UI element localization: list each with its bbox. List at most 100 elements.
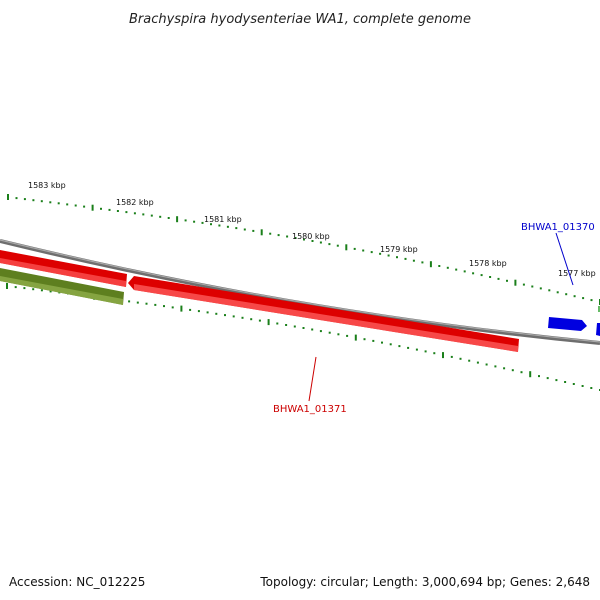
outer-ring-tick [201, 221, 204, 224]
inner-ring-tick [258, 319, 261, 322]
outer-ring-tick [218, 224, 221, 227]
outer-ring-tick [184, 219, 187, 222]
inner-ring-tick [555, 379, 558, 382]
outer-ring-tick [66, 203, 69, 206]
inner-ring-tick [23, 287, 26, 290]
inner-ring-tick [476, 361, 479, 364]
outer-ring-tick [260, 229, 263, 236]
inner-ring-tick [276, 322, 279, 325]
inner-ring-tick [372, 339, 375, 342]
outer-ring-tick [100, 207, 102, 210]
outer-ring-tick [370, 251, 373, 254]
outer-ring-tick [150, 214, 153, 217]
outer-ring-tick [362, 249, 365, 252]
cds-feature-left[interactable] [0, 250, 127, 287]
inner-ring-tick [415, 348, 418, 351]
inner-ring-tick [511, 369, 514, 372]
inner-ring-tick [180, 305, 183, 312]
genome-summary-text: Topology: circular; Length: 3,000,694 bp… [259, 575, 590, 589]
outer-ring-tick [446, 266, 449, 269]
outer-ring-tick [556, 291, 559, 294]
outer-ring-tick [438, 265, 441, 267]
outer-ring-tick [319, 241, 322, 244]
outer-ring-tick [514, 279, 517, 286]
inner-ring-tick [503, 367, 506, 370]
accession-text: Accession: NC_012225 [9, 575, 145, 589]
inner-ring-tick [49, 290, 52, 293]
tick-marker-right [598, 306, 600, 312]
inner-ring-tick [538, 375, 540, 378]
inner-ring-tick [145, 302, 148, 305]
genome-backbone-highlight [0, 239, 600, 343]
inner-ring-tick [581, 385, 584, 387]
outer-ring-tick [565, 293, 568, 296]
gene-label-bhwa1-01370[interactable]: BHWA1_01370 [521, 222, 595, 233]
inner-ring-tick [424, 350, 427, 353]
inner-ring-tick [520, 371, 523, 374]
outer-ring-tick [379, 252, 382, 255]
inner-ring-tick [494, 365, 497, 368]
inner-ring-tick [224, 314, 226, 317]
outer-ring-tick [548, 289, 551, 292]
outer-ring-tick [387, 254, 390, 257]
outer-ring-tick [91, 204, 94, 211]
gene-label-bhwa1-01371[interactable]: BHWA1_01371 [273, 404, 347, 415]
outer-ring-tick [294, 237, 297, 239]
outer-ring-tick [345, 244, 348, 251]
outer-ring-tick [116, 210, 119, 212]
inner-ring-tick [302, 327, 305, 329]
tick-label-1581: 1581 kbp [204, 215, 242, 224]
outer-ring-tick [311, 240, 314, 242]
outer-ring-tick [7, 194, 9, 200]
gene-feature-bhwa1-01370[interactable] [548, 317, 600, 336]
outer-ring-tick [125, 211, 128, 214]
inner-ring-tick [337, 333, 340, 336]
inner-ring-tick [267, 319, 270, 326]
tick-label-1579: 1579 kbp [380, 245, 418, 254]
inner-ring-tick [485, 363, 488, 366]
inner-ring-tick [442, 352, 444, 359]
outer-ring-tick [590, 299, 593, 302]
outer-ring-tick [252, 229, 255, 232]
genome-backbone [0, 239, 600, 345]
map-title: Brachyspira hyodysenteriae WA1, complete… [129, 12, 471, 27]
outer-ring-tick [142, 213, 145, 216]
inner-ring-tick [154, 303, 157, 306]
outer-ring-tick [49, 201, 52, 204]
outer-ring-tick [226, 225, 229, 228]
outer-ring-tick [396, 256, 398, 259]
outer-ring-tick [573, 295, 576, 298]
inner-ring-tick [319, 330, 322, 333]
outer-ring-tick [269, 232, 272, 235]
outer-ring-tick [133, 212, 136, 215]
inner-ring-tick [407, 346, 410, 349]
tick-label-1578: 1578 kbp [469, 259, 507, 268]
inner-ring-tick [285, 324, 288, 326]
outer-ring-tick [336, 244, 339, 247]
outer-ring-tick [421, 261, 424, 264]
outer-ring-tick [32, 199, 35, 202]
inner-ring-tick [590, 387, 593, 389]
inner-ring-tick [381, 341, 383, 344]
outer-ring-tick [57, 202, 60, 205]
outer-ring-tick [15, 197, 18, 200]
tick-label-1577: 1577 kbp [558, 269, 596, 278]
inner-ring-tick [529, 371, 532, 378]
outer-ring-tick [40, 200, 43, 203]
cds-feature-bhwa1-01371[interactable] [128, 276, 519, 352]
outer-ring-tick [23, 198, 26, 201]
outer-ring-tick [489, 276, 492, 278]
inner-ring-tick [215, 312, 218, 315]
inner-ring-tick [354, 334, 357, 341]
inner-ring-tick [197, 310, 200, 313]
inner-ring-tick [389, 343, 392, 346]
inner-ring-tick [250, 318, 253, 321]
leader-line-bhwa1-01371 [308, 356, 317, 402]
inner-ring-tick [32, 288, 35, 291]
inner-ring-tick [40, 289, 43, 292]
cds-feature-reverse[interactable] [0, 268, 124, 305]
inner-ring-tick [311, 328, 314, 331]
outer-ring-tick [286, 235, 289, 238]
inner-ring-tick [468, 359, 471, 362]
